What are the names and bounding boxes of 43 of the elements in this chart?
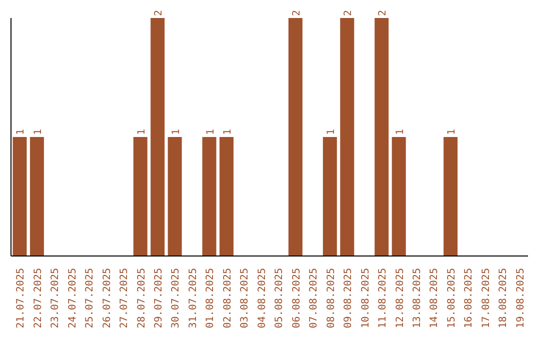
x-tick-label: 11.08.2025 (378, 268, 389, 328)
x-tick-label: 02.08.2025 (222, 268, 234, 328)
x-tick-label: 06.08.2025 (291, 268, 302, 328)
x-tick-label: 07.08.2025 (308, 268, 320, 328)
data-label: 1 (136, 128, 148, 135)
x-tick-label: 04.08.2025 (256, 268, 268, 328)
x-tick-label: 12.08.2025 (394, 268, 406, 328)
data-label: 1 (205, 128, 216, 135)
x-tick-label: 26.07.2025 (102, 268, 113, 328)
data-label: 2 (291, 10, 302, 16)
x-tick-label: 10.08.2025 (360, 268, 372, 328)
x-tick-label: 05.08.2025 (274, 268, 286, 328)
x-tick-label: 27.07.2025 (119, 268, 130, 328)
data-label: 2 (378, 10, 389, 16)
x-tick-label: 19.08.2025 (515, 268, 526, 328)
data-label: 1 (16, 128, 27, 135)
data-label: 1 (222, 128, 234, 135)
x-tick-label: 14.08.2025 (429, 268, 440, 328)
x-tick-label: 01.08.2025 (205, 268, 216, 328)
x-tick-label: 29.07.2025 (153, 268, 164, 328)
x-tick-label: 16.08.2025 (464, 268, 475, 328)
x-tick-label: 18.08.2025 (498, 268, 510, 328)
data-label: 1 (394, 128, 406, 135)
x-tick-label: 30.07.2025 (170, 268, 182, 328)
x-tick-label: 22.07.2025 (32, 268, 44, 328)
x-tick-label: 08.08.2025 (326, 268, 337, 328)
x-tick-label: 09.08.2025 (343, 268, 354, 328)
data-label: 2 (154, 10, 165, 16)
x-tick-label: 31.07.2025 (188, 268, 199, 328)
x-tick-label: 21.07.2025 (16, 268, 27, 328)
x-tick-label: 03.08.2025 (240, 268, 251, 328)
data-label: 1 (446, 128, 458, 135)
data-label: 2 (343, 10, 354, 16)
data-label: 1 (32, 128, 44, 135)
data-label: 1 (326, 128, 337, 135)
x-tick-label: 23.07.2025 (50, 268, 62, 328)
x-tick-label: 13.08.2025 (412, 268, 423, 328)
data-label: 1 (170, 128, 182, 135)
x-tick-label: 24.07.2025 (67, 268, 78, 328)
x-tick-label: 15.08.2025 (446, 268, 458, 328)
x-tick-label: 25.07.2025 (84, 268, 96, 328)
x-tick-label: 17.08.2025 (480, 268, 492, 328)
x-tick-label: 28.07.2025 (136, 268, 148, 328)
